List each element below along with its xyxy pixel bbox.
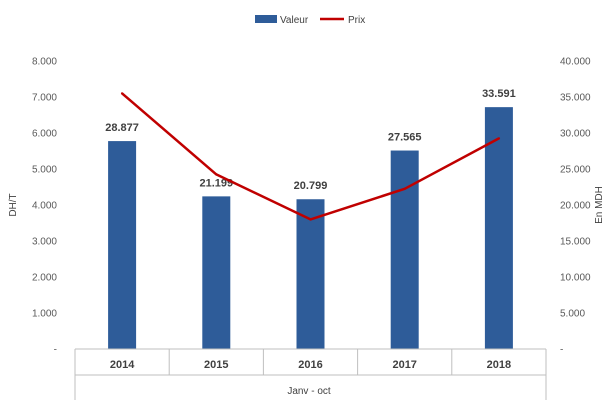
left-tick-label: - <box>54 345 57 356</box>
right-tick-label: 10.000 <box>560 273 591 284</box>
bar-2014 <box>108 141 137 349</box>
x-axis <box>74 348 547 400</box>
left-tick-label: 4.000 <box>32 201 57 212</box>
left-tick-label: 6.000 <box>32 129 57 140</box>
left-axis-ticks: - 1.000 2.000 3.000 4.000 5.000 6.000 7.000 8.00… <box>32 57 57 356</box>
line-point <box>403 187 406 190</box>
bar-data-label: 27.565 <box>388 132 422 144</box>
bars-valeur <box>108 107 513 349</box>
legend-label-valeur: Valeur <box>280 15 309 26</box>
right-tick-label: 25.000 <box>560 165 591 176</box>
legend-swatch-valeur <box>255 15 277 23</box>
bar-data-label: 21.199 <box>199 177 233 189</box>
left-axis-title: DH/T <box>8 193 19 216</box>
x-axis-title: Janv - oct <box>287 386 331 397</box>
category-label: 2014 <box>110 359 135 371</box>
right-tick-label: 40.000 <box>560 57 591 68</box>
left-tick-label: 5.000 <box>32 165 57 176</box>
legend-label-prix: Prix <box>348 15 365 26</box>
bar-2015 <box>202 196 231 349</box>
bar-2017 <box>390 150 419 349</box>
bar-2016 <box>296 199 325 349</box>
right-tick-label: 30.000 <box>560 129 591 140</box>
left-tick-label: 1.000 <box>32 309 57 320</box>
right-axis-ticks: - 5.000 10.000 15.000 20.000 25.000 30.000 35.0… <box>560 57 591 356</box>
right-axis-title: En MDH <box>594 186 605 224</box>
bar-data-labels: 28.877 21.199 20.799 27.565 33.591 <box>105 88 515 192</box>
bar-data-label: 33.591 <box>482 88 516 100</box>
right-tick-label: 35.000 <box>560 93 591 104</box>
left-tick-label: 3.000 <box>32 237 57 248</box>
bar-data-label: 28.877 <box>105 122 139 134</box>
left-tick-label: 7.000 <box>32 93 57 104</box>
line-point <box>215 173 218 176</box>
bar-data-label: 20.799 <box>294 180 328 192</box>
category-label: 2018 <box>487 359 511 371</box>
line-prix <box>120 92 501 221</box>
line-point <box>120 92 124 95</box>
category-labels: 2014 2015 2016 2017 2018 <box>110 359 511 371</box>
right-tick-label: 5.000 <box>560 309 585 320</box>
right-tick-label: 20.000 <box>560 201 591 212</box>
left-tick-label: 8.000 <box>32 57 57 68</box>
line-point <box>309 218 312 221</box>
category-label: 2015 <box>204 359 228 371</box>
category-label: 2016 <box>298 359 322 371</box>
left-tick-label: 2.000 <box>32 273 57 284</box>
right-tick-label: - <box>560 345 563 356</box>
legend: Valeur Prix <box>255 15 365 26</box>
line-point <box>497 137 501 140</box>
bar-2018 <box>484 107 513 349</box>
category-label: 2017 <box>392 359 416 371</box>
right-tick-label: 15.000 <box>560 237 591 248</box>
